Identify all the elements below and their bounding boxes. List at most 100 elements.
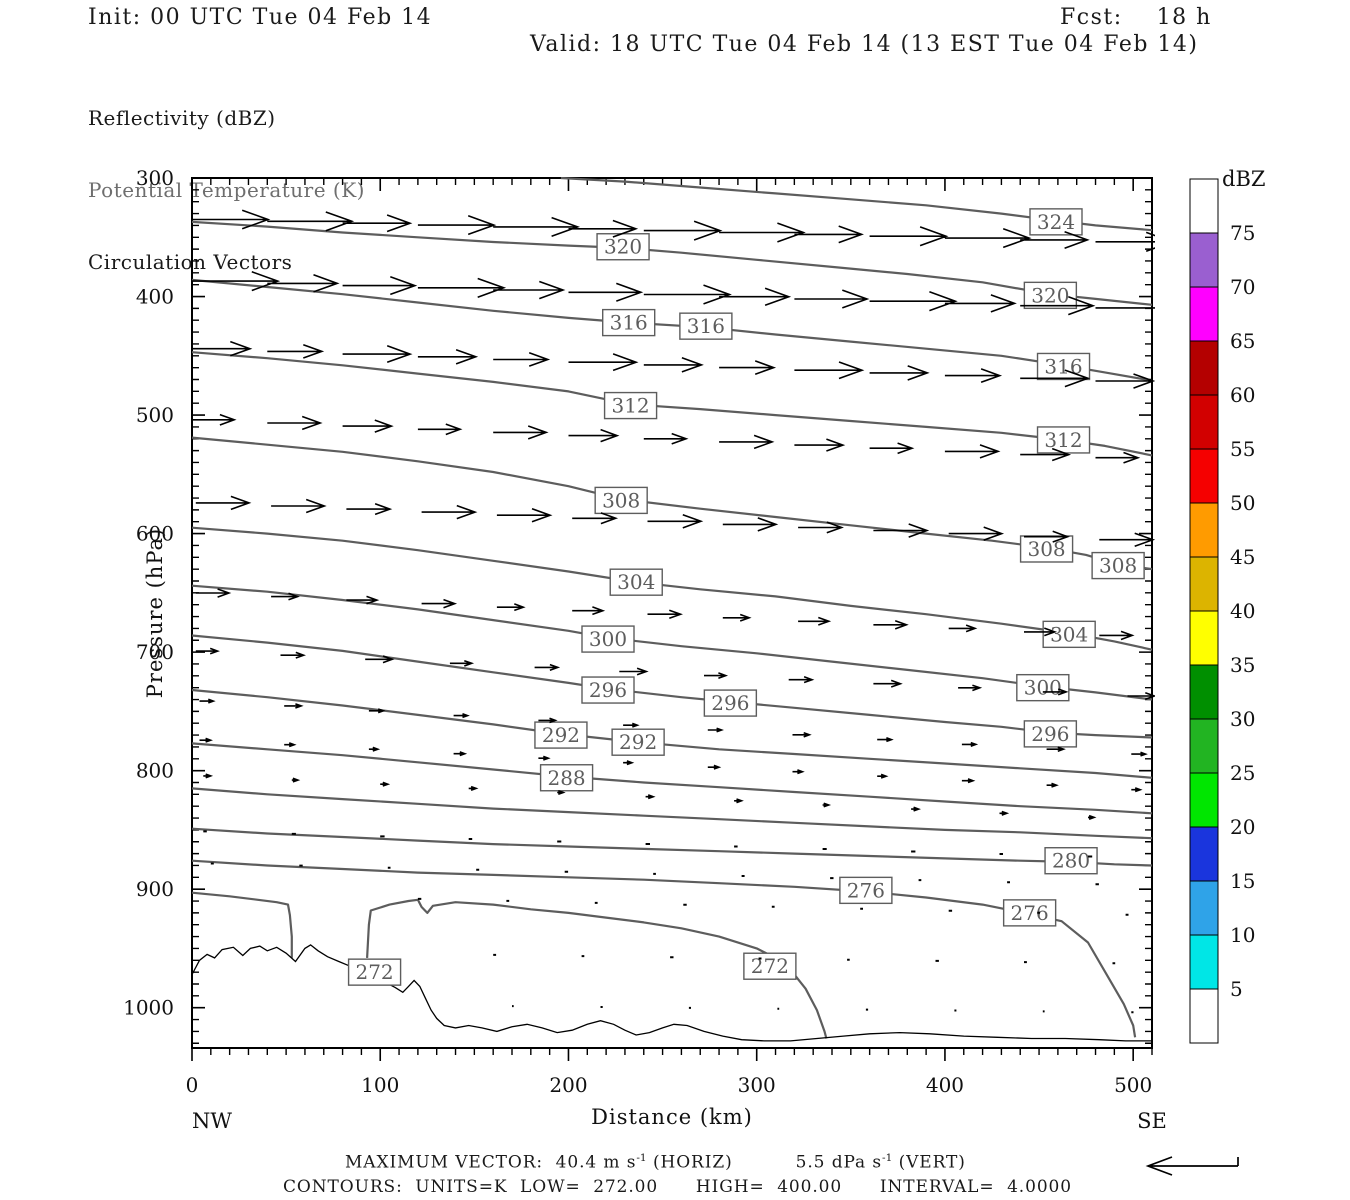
init-time-label: Init: 00 UTC Tue 04 Feb 14 — [88, 5, 433, 30]
svg-text:304: 304 — [1050, 622, 1088, 646]
colorbar-label: 70 — [1230, 275, 1255, 299]
colorbar-segment — [1189, 718, 1219, 774]
terrain-line — [191, 944, 1152, 1042]
svg-text:296: 296 — [711, 691, 749, 715]
colorbar-segment — [1189, 934, 1219, 990]
contour-label-320: 320 — [596, 233, 650, 261]
contour-label-324: 324 — [1029, 208, 1083, 236]
vector-row — [192, 209, 1155, 252]
colorbar-label: 35 — [1230, 653, 1255, 677]
svg-text:280: 280 — [1052, 849, 1090, 873]
reference-arrow-icon — [1145, 1156, 1239, 1176]
vector-row — [192, 271, 1155, 317]
svg-text:276: 276 — [847, 878, 885, 902]
x-axis-end-label: SE — [1137, 1109, 1167, 1133]
colorbar-label: 75 — [1230, 221, 1255, 245]
field-list: Reflectivity (dBZ) Potential Temperature… — [88, 58, 365, 322]
contour-label-308: 308 — [1091, 551, 1145, 580]
contour-label-316: 316 — [602, 308, 656, 337]
x-tick-label: 300 — [738, 1073, 776, 1097]
svg-text:300: 300 — [1024, 676, 1062, 700]
y-tick-label: 700 — [136, 640, 174, 664]
svg-text:300: 300 — [589, 627, 627, 651]
svg-text:312: 312 — [611, 394, 649, 418]
svg-text:312: 312 — [1044, 428, 1082, 452]
circulation-vectors — [192, 209, 1155, 1014]
contour-line-284 — [191, 787, 1153, 840]
axis-ticks — [191, 177, 1153, 1061]
vector-row — [195, 647, 1155, 701]
major-ticks — [191, 177, 1152, 1061]
colorbar-segment — [1189, 880, 1219, 936]
svg-text:292: 292 — [619, 730, 657, 754]
contour-label-300: 300 — [1016, 673, 1070, 702]
svg-text:296: 296 — [589, 678, 627, 702]
colorbar-segment — [1189, 610, 1219, 666]
vector-row — [493, 953, 1116, 965]
vector-row — [199, 698, 1148, 757]
colorbar-segment — [1189, 232, 1219, 288]
contour-line-308 — [191, 436, 1153, 571]
contour-label-276: 276 — [1002, 899, 1057, 927]
x-tick-labels: 0 100 200 300 400 500 — [186, 1073, 1153, 1097]
contour-label-296: 296 — [1023, 720, 1078, 748]
y-tick-label: 1000 — [123, 996, 174, 1020]
colorbar-label: 45 — [1230, 545, 1255, 569]
contour-label-272: 272 — [347, 958, 402, 986]
colorbar-label: 25 — [1230, 761, 1255, 785]
vector-row — [195, 495, 1155, 548]
contour-line-320 — [191, 220, 1153, 306]
svg-text:304: 304 — [617, 570, 655, 594]
svg-text:320: 320 — [1031, 283, 1069, 307]
contour-label-320: 320 — [1023, 281, 1078, 310]
colorbar-label: 55 — [1230, 437, 1255, 461]
svg-text:292: 292 — [542, 723, 580, 747]
x-tick-label: 500 — [1114, 1073, 1152, 1097]
colorbar-label: 60 — [1230, 383, 1255, 407]
svg-text:316: 316 — [610, 311, 648, 335]
y-tick-label: 300 — [136, 166, 174, 190]
vector-row — [192, 413, 1141, 464]
colorbar-label: 30 — [1230, 707, 1255, 731]
field-circulation-vectors: Circulation Vectors — [88, 250, 293, 274]
colorbar-segment — [1189, 178, 1219, 234]
y-tick-label: 400 — [136, 285, 174, 309]
x-tick-label: 0 — [186, 1073, 199, 1097]
contour-label-304: 304 — [1042, 620, 1096, 649]
colorbar-label: 40 — [1230, 599, 1255, 623]
field-potential-temperature: Potential Temperature (K) — [88, 178, 365, 202]
contour-line-288 — [191, 742, 1153, 815]
contour-label-292: 292 — [611, 728, 665, 756]
colorbar-segment — [1189, 286, 1219, 342]
reference-vector-arrow — [1145, 1156, 1239, 1176]
contour-label-292: 292 — [534, 721, 588, 749]
vector-row — [195, 588, 1135, 641]
svg-text:296: 296 — [1031, 722, 1069, 746]
x-tick-label: 200 — [549, 1073, 587, 1097]
colorbar-label: 15 — [1230, 869, 1255, 893]
y-tick-label: 600 — [136, 522, 174, 546]
contour-label-312: 312 — [1036, 426, 1091, 454]
colorbar-label: 20 — [1230, 815, 1255, 839]
contour-label-312: 312 — [603, 391, 658, 420]
x-tick-label: 100 — [361, 1073, 399, 1097]
contour-label-272: 272 — [743, 952, 797, 980]
contour-line-272 — [191, 891, 293, 958]
svg-text:288: 288 — [547, 766, 585, 790]
svg-text:272: 272 — [751, 954, 789, 978]
contour-label-300: 300 — [581, 625, 635, 653]
contour-label-296: 296 — [703, 689, 758, 717]
field-reflectivity: Reflectivity (dBZ) — [88, 106, 276, 130]
vector-row — [203, 830, 1093, 858]
contour-line-304 — [191, 526, 1153, 651]
vector-row — [512, 1005, 1134, 1014]
x-tick-label: 400 — [926, 1073, 964, 1097]
colorbar-segment — [1189, 448, 1219, 504]
contour-line-300 — [191, 584, 1153, 701]
svg-text:276: 276 — [1011, 901, 1049, 925]
colorbar-label: 50 — [1230, 491, 1255, 515]
colorbar: dBZ 75 70 65 60 55 50 45 40 35 30 25 20 15 10 5 — [1189, 167, 1265, 1044]
svg-text:324: 324 — [1037, 210, 1075, 234]
